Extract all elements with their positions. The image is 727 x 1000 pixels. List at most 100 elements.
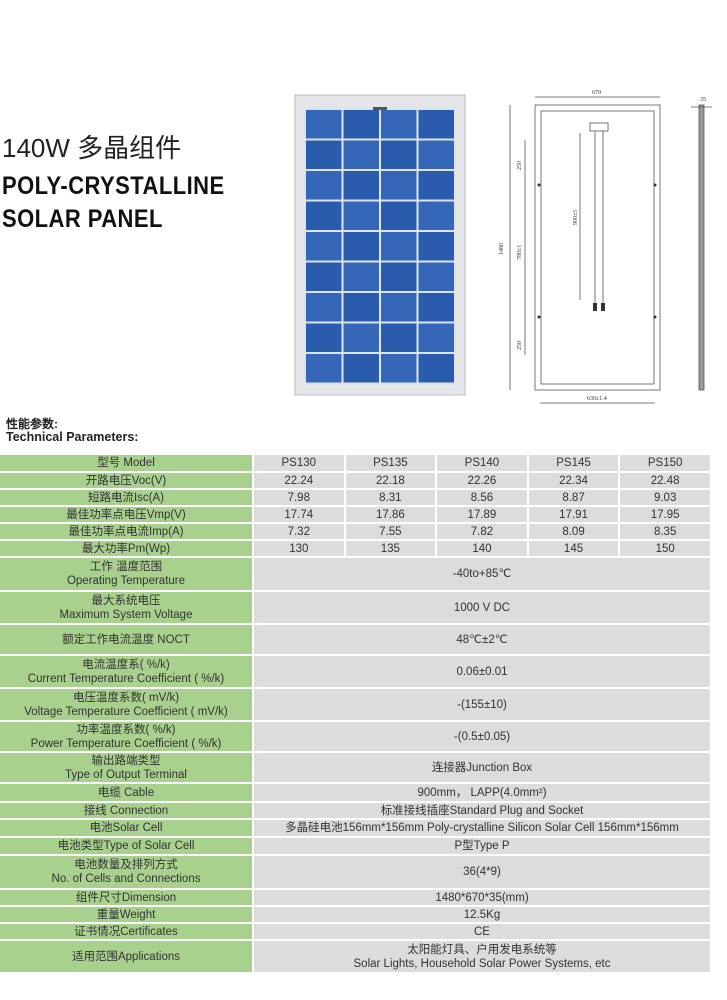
row-label: 额定工作电流温度 NOCT bbox=[0, 625, 252, 654]
solar-cell bbox=[381, 140, 417, 169]
value-text: 48℃±2℃ bbox=[456, 633, 508, 646]
solar-cell bbox=[418, 293, 454, 322]
value-cell: 22.18 bbox=[345, 473, 436, 488]
value-cell: CE bbox=[254, 924, 710, 939]
row-label-cn: 输出路端类型 bbox=[91, 754, 161, 767]
value-cell: 135 bbox=[345, 541, 436, 556]
solar-cell bbox=[343, 232, 379, 261]
value-cell: 36(4*9) bbox=[254, 856, 710, 888]
value-text: 多晶硅电池156mm*156mm Poly-crystalline Silico… bbox=[285, 822, 679, 834]
panel-dimension-drawing: 670 1480 35 250 780±1 250 900±5 630±1.4 bbox=[499, 90, 712, 404]
row-label: 证书情况Certificates bbox=[0, 924, 252, 939]
mount-span-label: 780±1 bbox=[517, 245, 523, 260]
bottom-dimension-label: 630±1.4 bbox=[587, 396, 607, 402]
table-row: 功率温度系数( %/k) Power Temperature Coefficien… bbox=[0, 722, 710, 751]
hole-spacing-label-bottom: 250 bbox=[517, 341, 523, 350]
value-cell: 连接器Junction Box bbox=[254, 753, 710, 782]
row-label-en: Operating Temperature bbox=[66, 575, 186, 587]
solar-cell bbox=[343, 110, 379, 139]
table-row: 电池数量及排列方式 No. of Cells and Connections 36(… bbox=[0, 856, 710, 888]
solar-panel-front-image bbox=[294, 94, 466, 396]
value-cell: 1480*670*35(mm) bbox=[254, 890, 710, 905]
row-label-cn: 最大系统电压 bbox=[91, 594, 161, 607]
row-label: 最佳功率点电流Imp(A) bbox=[0, 524, 252, 539]
section-title-english: Technical Parameters: bbox=[6, 430, 139, 444]
row-label-cn: 电压温度系数( mV/k) bbox=[72, 691, 180, 704]
row-label-en: Type of Output Terminal bbox=[65, 768, 187, 781]
value-text: 36(4*9) bbox=[463, 866, 501, 878]
row-label-cn: 电缆 Cable bbox=[97, 786, 155, 799]
solar-cell bbox=[343, 354, 379, 383]
solar-cell bbox=[381, 232, 417, 261]
value-text-2: Solar Lights, Household Solar Power Syst… bbox=[353, 957, 611, 970]
row-label-cn: 适用范围Applications bbox=[71, 950, 180, 963]
value-text: 标准接线插座Standard Plug and Socket bbox=[380, 804, 584, 817]
table-row: 重量Weight 12.5Kg bbox=[0, 907, 710, 922]
table-row: 输出路端类型 Type of Output Terminal 连接器Junction… bbox=[0, 753, 710, 782]
row-label: 最大系统电压 Maximum System Voltage bbox=[0, 592, 252, 623]
value-text: 连接器Junction Box bbox=[431, 761, 533, 774]
value-cell: 太阳能灯具、户用发电系统等 Solar Lights, Household Sol… bbox=[254, 941, 710, 972]
title-english-line1: POLY-CRYSTALLINE bbox=[2, 172, 225, 200]
row-label-en: Maximum System Voltage bbox=[59, 608, 193, 621]
row-label: 最大功率Pm(Wp) bbox=[0, 541, 252, 556]
table-row: 最大系统电压 Maximum System Voltage 1000 V DC bbox=[0, 592, 710, 623]
value-cell: PS135 bbox=[345, 455, 436, 471]
value-cell: 17.95 bbox=[620, 507, 710, 522]
value-cell: 48℃±2℃ bbox=[254, 625, 710, 654]
hole-spacing-label-top: 250 bbox=[517, 161, 523, 170]
value-text: 1480*670*35(mm) bbox=[435, 891, 529, 904]
value-cell: 7.82 bbox=[437, 524, 527, 539]
row-label: 开路电压Voc(V) bbox=[0, 473, 252, 488]
value-cell: 12.5Kg bbox=[254, 907, 710, 922]
table-row: 电缆 Cable 900mm， LAPP(4.0mm²) bbox=[0, 784, 710, 801]
solar-cell bbox=[306, 232, 342, 261]
value-cell: 900mm， LAPP(4.0mm²) bbox=[254, 784, 710, 801]
value-cell: 8.87 bbox=[528, 490, 619, 505]
solar-cell bbox=[381, 262, 417, 291]
table-row: 开路电压Voc(V) 22.24 22.18 22.26 22.34 22.48 bbox=[0, 473, 710, 488]
table-row: 电池Solar Cell 多晶硅电池156mm*156mm Poly-crysta… bbox=[0, 820, 710, 836]
solar-cell bbox=[418, 110, 454, 139]
section-title-chinese: 性能参数: bbox=[6, 417, 58, 431]
value-text: 12.5Kg bbox=[463, 908, 501, 921]
value-text: -(155±10) bbox=[457, 698, 507, 711]
solar-cell bbox=[343, 262, 379, 291]
solar-cell bbox=[418, 262, 454, 291]
solar-cell bbox=[306, 140, 342, 169]
row-label-cn: 额定工作电流温度 NOCT bbox=[62, 633, 190, 646]
row-label-cn: 电池类型Type of Solar Cell bbox=[57, 840, 195, 852]
solar-cell bbox=[343, 171, 379, 200]
row-label: 最佳功率点电压Vmp(V) bbox=[0, 507, 252, 522]
solar-cell bbox=[381, 354, 417, 383]
value-cell: 8.35 bbox=[620, 524, 710, 539]
solar-cell bbox=[306, 354, 342, 383]
value-cell: 17.91 bbox=[528, 507, 619, 522]
row-label: 电池数量及排列方式 No. of Cells and Connections bbox=[0, 856, 252, 888]
solar-cell bbox=[418, 140, 454, 169]
value-text: 0.06±0.01 bbox=[456, 665, 508, 678]
row-label: 电缆 Cable bbox=[0, 784, 252, 801]
solar-cell bbox=[381, 323, 417, 352]
solar-cell bbox=[343, 201, 379, 230]
solar-cell bbox=[418, 232, 454, 261]
row-label-cn: 工作 温度范围 bbox=[89, 561, 163, 573]
table-row: 额定工作电流温度 NOCT 48℃±2℃ bbox=[0, 625, 710, 654]
value-cell: 7.98 bbox=[254, 490, 344, 505]
value-cell: PS150 bbox=[620, 455, 710, 471]
table-row: 短路电流Isc(A) 7.98 8.31 8.56 8.87 9.03 bbox=[0, 490, 710, 505]
row-label: 输出路端类型 Type of Output Terminal bbox=[0, 753, 252, 782]
value-cell: 9.03 bbox=[620, 490, 710, 505]
value-cell: P型Type P bbox=[254, 838, 710, 854]
title-english-line2: SOLAR PANEL bbox=[2, 205, 163, 233]
value-text: -(0.5±0.05) bbox=[453, 730, 511, 743]
row-label: 重量Weight bbox=[0, 907, 252, 922]
solar-cell bbox=[306, 262, 342, 291]
row-label-en: Power Temperature Coefficient ( %/k) bbox=[30, 737, 222, 750]
row-label-cn: 组件尺寸Dimension bbox=[75, 891, 177, 904]
row-label-cn: 电流温度系( %/k) bbox=[82, 658, 170, 671]
value-cell: 8.31 bbox=[345, 490, 436, 505]
table-row: 电池类型Type of Solar Cell P型Type P bbox=[0, 838, 710, 854]
value-cell: 1000 V DC bbox=[254, 592, 710, 623]
value-cell: -(0.5±0.05) bbox=[254, 722, 710, 751]
